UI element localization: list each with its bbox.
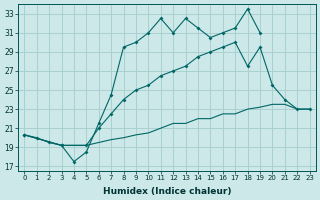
X-axis label: Humidex (Indice chaleur): Humidex (Indice chaleur) xyxy=(103,187,231,196)
